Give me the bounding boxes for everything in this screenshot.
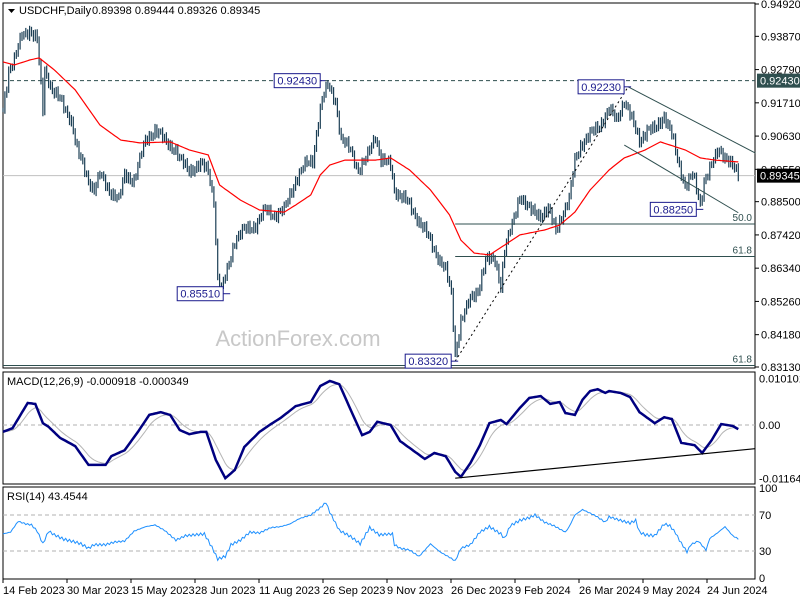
rsi-axis-label: 70: [759, 510, 771, 522]
price-marker-label: 0.92430: [760, 76, 800, 88]
channel-trendline[interactable]: [624, 144, 739, 214]
price-marker-label: 0.89345: [760, 171, 800, 183]
date-axis-label: 28 Jun 2023: [195, 585, 256, 597]
price-axis-label: 0.91710: [761, 98, 800, 110]
price-axis-label: 0.94920: [761, 0, 800, 11]
price-axis-label: 0.83130: [761, 362, 800, 374]
rsi-title: RSI(14) 43.4544: [7, 491, 88, 503]
macd-axis-label: 0.010101: [759, 374, 800, 386]
date-axis-label: 24 Jun 2024: [707, 585, 768, 597]
rsi-panel: RSI(14) 43.4544: [2, 486, 756, 580]
swing-price-label: 0.92230: [577, 79, 632, 95]
macd-axis-label: 0.00: [759, 420, 780, 432]
macd-trendline[interactable]: [455, 448, 756, 479]
rsi-axis-label: 30: [759, 546, 771, 558]
swing-price-label: 0.88250: [649, 201, 704, 217]
price-marker-box: [757, 73, 800, 88]
macd-axis-label: -0.011645: [759, 473, 800, 485]
channel-trendline[interactable]: [627, 86, 756, 154]
fib-level-label: 61.8: [733, 245, 753, 256]
swing-label-text: 0.92230: [581, 82, 621, 94]
price-marks: 50.0 61.8 61.8 0.92430 0.85510 0.83320 0.92230…: [2, 25, 756, 369]
date-axis-label: 14 Feb 2023: [3, 585, 65, 597]
price-axis-label: 0.88500: [761, 197, 800, 209]
date-axis-label: 9 May 2024: [643, 585, 700, 597]
price-axis-label: 0.90630: [761, 131, 800, 143]
swing-label-text: 0.92430: [277, 76, 317, 88]
price-panel-frame: [2, 2, 756, 369]
price-axis-label: 0.92790: [761, 65, 800, 77]
macd-title: MACD(12,26,9) -0.000918 -0.000349: [7, 376, 189, 388]
price-marker-box: [757, 168, 800, 183]
watermark: ActionForex.com: [215, 326, 380, 351]
price-axis-label: 0.86340: [761, 263, 800, 275]
date-axis-label: 15 May 2023: [131, 585, 195, 597]
moving-average-line: [2, 57, 739, 256]
date-axis-label: 11 Aug 2023: [259, 585, 320, 597]
swing-label-text: 0.88250: [653, 204, 693, 216]
swing-price-label: 0.83320: [404, 353, 459, 369]
macd-panel: MACD(12,26,9) -0.000918 -0.000349: [2, 371, 756, 485]
rally-dotted-trendline[interactable]: [454, 86, 629, 362]
date-axis-label: 9 Feb 2024: [515, 585, 571, 597]
price-axis-label: 0.85260: [761, 296, 800, 308]
rsi-line: [2, 502, 739, 562]
price-panel: ActionForex.com 50.0 61.8 61.8 0.92430 0.855…: [2, 2, 756, 369]
rsi-axis-label: 100: [759, 483, 777, 495]
swing-label-text: 0.83320: [408, 356, 448, 368]
date-axis-label: 26 Dec 2023: [451, 585, 513, 597]
fib-level-label: 50.0: [733, 213, 753, 224]
rsi-axis-label: 0: [759, 573, 765, 585]
date-axis-label: 26 Mar 2024: [579, 585, 641, 597]
date-axis-label: 26 Sep 2023: [323, 585, 385, 597]
swing-price-label: 0.92430: [273, 73, 326, 89]
macd-marks: [2, 379, 756, 481]
date-axis-label: 9 Nov 2023: [387, 585, 443, 597]
rsi-panel-frame: [2, 486, 756, 580]
collapse-triangle-icon[interactable]: [8, 9, 15, 13]
macd-line: [2, 379, 739, 481]
ohlc-readout: 0.89398 0.89444 0.89326 0.89345: [92, 5, 260, 17]
date-axis-label: 30 Mar 2023: [67, 585, 129, 597]
symbol-title: USDCHF,Daily: [19, 5, 92, 17]
macd-panel-frame: [2, 371, 756, 485]
fib-level-label: 61.8: [733, 354, 753, 365]
swing-label-text: 0.85510: [180, 289, 220, 301]
swing-price-label: 0.85510: [176, 286, 231, 302]
rsi-marks: [2, 502, 755, 562]
price-axis-label: 0.93870: [761, 31, 800, 43]
price-axis-label: 0.84180: [761, 330, 800, 342]
price-axis-label: 0.87420: [761, 230, 800, 242]
